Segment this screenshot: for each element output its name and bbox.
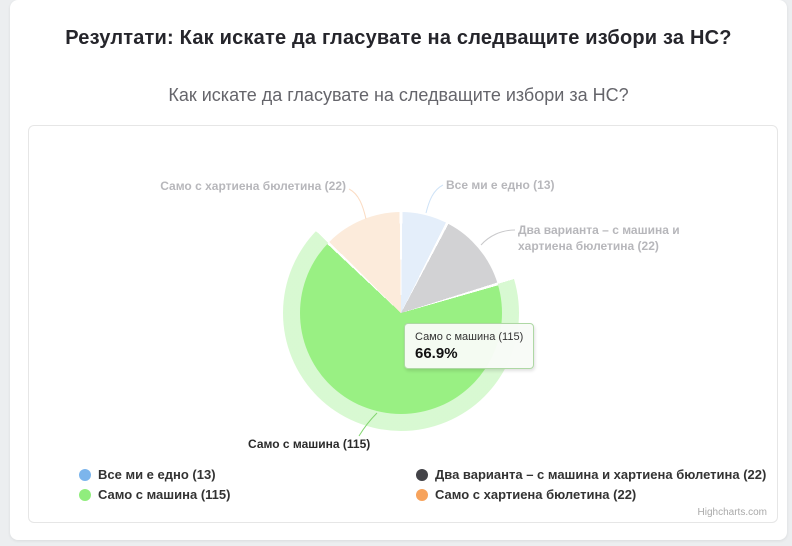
tooltip: Само с машина (115) 66.9% xyxy=(404,323,535,369)
datalabel-both-line1: Два варианта – с машина и xyxy=(518,223,680,237)
legend-marker-dark xyxy=(416,468,428,481)
datalabel-both-options: Два варианта – с машина и хартиена бюлет… xyxy=(518,222,680,254)
chart-title: Как искате да гласувате на следващите из… xyxy=(168,85,629,105)
legend-item-both-options[interactable]: Два варианта – с машина и хартиена бюлет… xyxy=(416,467,766,482)
datalabel-paper-ballot: Само с хартиена бюлетина (22) xyxy=(160,179,346,193)
tooltip-title: Само с машина (115) xyxy=(415,331,524,343)
legend-label: Два варианта – с машина и хартиена бюлет… xyxy=(435,467,767,482)
legend-marker-orange xyxy=(416,488,428,501)
results-card: Резултати: Как искате да гласувате на сл… xyxy=(10,0,787,540)
datalabel-machine: Само с машина (115) xyxy=(248,437,371,451)
legend-label: Все ми е едно (13) xyxy=(98,467,216,482)
legend-label: Само с хартиена бюлетина (22) xyxy=(435,487,637,502)
legend-item-paper-ballot[interactable]: Само с хартиена бюлетина (22) xyxy=(416,487,636,502)
highcharts-credits-link[interactable]: Highcharts.com xyxy=(697,507,767,518)
page-title: Резултати: Как искате да гласувате на сл… xyxy=(65,27,732,49)
legend-marker-green xyxy=(79,488,91,501)
datalabel-indifferent: Все ми е едно (13) xyxy=(446,178,555,192)
tooltip-value: 66.9% xyxy=(415,345,458,362)
datalabel-both-line2: хартиена бюлетина (22) xyxy=(518,239,659,253)
legend-item-indifferent[interactable]: Все ми е едно (13) xyxy=(79,467,216,482)
chart-container: Само с хартиена бюлетина (22) Все ми е е… xyxy=(28,125,778,523)
legend-label: Само с машина (115) xyxy=(98,487,231,502)
pie-chart[interactable] xyxy=(300,212,502,414)
datalabel-connectors xyxy=(348,184,516,437)
legend-item-machine[interactable]: Само с машина (115) xyxy=(79,487,230,502)
legend-marker-blue xyxy=(79,468,91,481)
